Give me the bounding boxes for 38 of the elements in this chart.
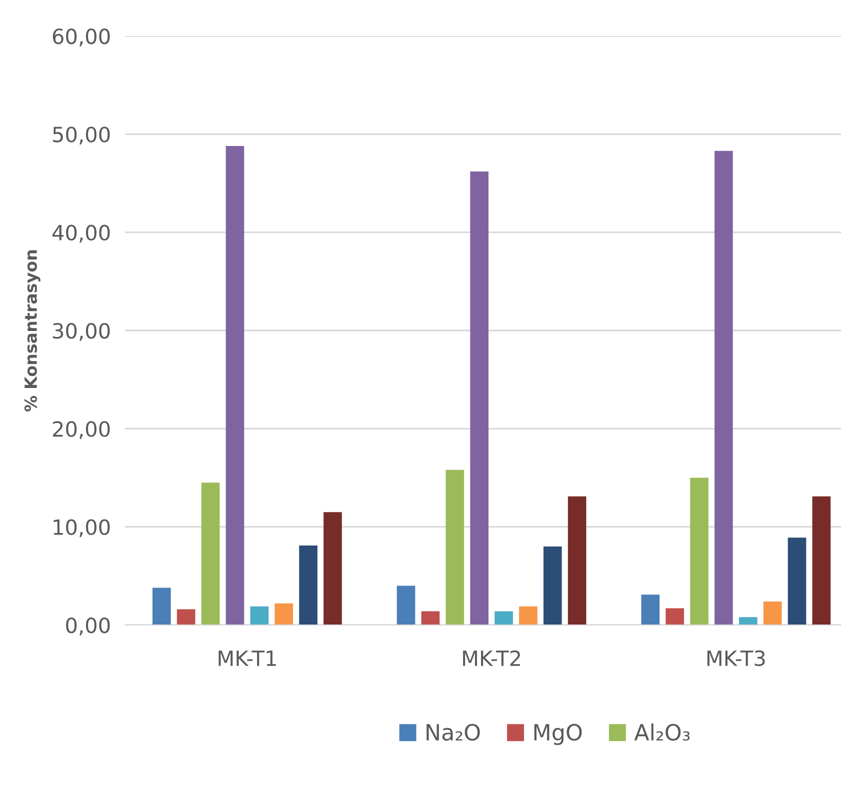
bar — [274, 603, 294, 625]
bar — [446, 470, 464, 625]
bar — [666, 608, 684, 625]
bar — [324, 512, 342, 625]
y-tick-label: 0,00 — [66, 617, 110, 636]
y-tick-label: 10,00 — [54, 519, 110, 538]
bar — [494, 611, 513, 625]
y-axis-title: % Konsantrasyon — [24, 250, 40, 412]
legend-label: Na₂O — [426, 724, 480, 741]
bar — [519, 606, 538, 625]
bar — [763, 601, 782, 625]
y-tick-label: 60,00 — [52, 28, 110, 46]
y-tick-label: 40,00 — [52, 224, 110, 243]
y-tick-label: 20,00 — [52, 421, 110, 440]
bar — [226, 146, 244, 625]
bar — [543, 546, 562, 625]
legend-label: MgO — [534, 724, 582, 745]
bar — [152, 588, 171, 625]
legend-label: Al₂O₃ — [634, 723, 690, 741]
bar — [568, 496, 586, 625]
y-tick-label: 30,00 — [53, 322, 110, 341]
x-tick-label: MK-T3 — [707, 650, 765, 666]
x-tick-label: MK-T1 — [218, 650, 276, 666]
bar — [421, 611, 440, 625]
bar — [176, 609, 196, 625]
bar — [470, 171, 488, 625]
y-tick-label: 50,00 — [53, 126, 110, 145]
bar — [714, 150, 733, 625]
bar — [201, 482, 220, 625]
bar — [812, 496, 831, 625]
bar — [690, 478, 708, 625]
bar — [788, 538, 806, 625]
bar — [250, 606, 269, 625]
bar — [396, 586, 416, 625]
bar — [299, 545, 318, 625]
bar — [738, 617, 758, 625]
x-tick-label: MK-T2 — [463, 650, 520, 666]
bar — [641, 594, 660, 625]
